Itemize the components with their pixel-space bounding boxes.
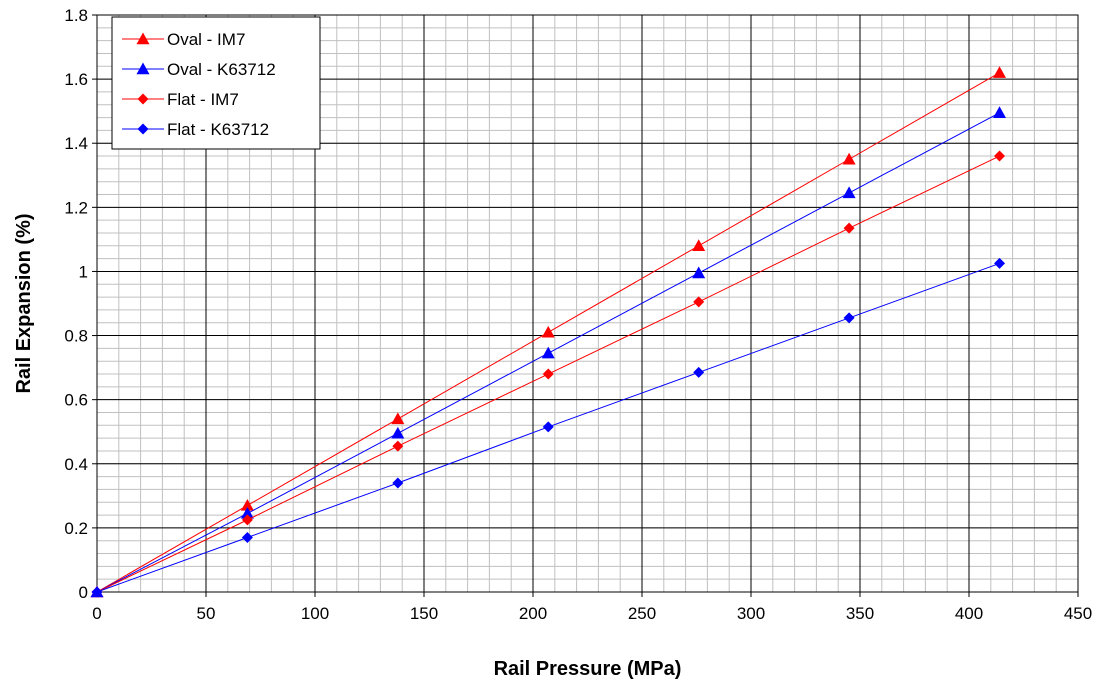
data-point — [542, 421, 554, 433]
legend: Oval - IM7 Oval - K63712 Flat - IM7 Flat - … — [111, 16, 321, 150]
data-point — [842, 152, 856, 165]
data-point — [842, 186, 856, 199]
data-point — [993, 106, 1007, 118]
x-axis-title: Rail Pressure (MPa) — [494, 658, 682, 680]
series-3 — [91, 257, 1006, 598]
legend-item: Oval - K63712 — [122, 60, 276, 79]
y-axis-title: Rail Expansion (%) — [13, 213, 35, 393]
data-point — [843, 312, 855, 324]
legend-marker — [136, 62, 150, 75]
y-tick-label: 0.8 — [64, 327, 88, 346]
data-point — [241, 514, 253, 526]
x-tick-label: 100 — [301, 604, 329, 623]
legend-label: Oval - K63712 — [167, 60, 276, 79]
y-axis-ticks: 0 0.2 0.4 0.6 0.8 1 1.2 1.4 1.6 1.8 — [64, 6, 97, 602]
y-tick-label: 0.4 — [64, 455, 88, 474]
series-1 — [90, 106, 1007, 598]
x-tick-label: 50 — [197, 604, 216, 623]
y-tick-label: 1 — [79, 262, 88, 281]
y-tick-label: 0 — [79, 583, 88, 602]
data-point — [994, 150, 1006, 162]
x-tick-label: 300 — [737, 604, 765, 623]
x-tick-label: 450 — [1064, 604, 1092, 623]
legend-marker — [137, 123, 149, 135]
x-tick-label: 400 — [955, 604, 983, 623]
data-point — [993, 66, 1007, 78]
data-point — [392, 440, 404, 452]
data-point — [91, 586, 103, 598]
x-tick-label: 200 — [519, 604, 547, 623]
legend-label: Flat - K63712 — [167, 120, 269, 139]
legend-item: Flat - K63712 — [122, 120, 269, 139]
data-point — [241, 532, 253, 544]
plot-area-border — [96, 14, 1079, 593]
y-tick-label: 0.6 — [64, 391, 88, 410]
data-point — [541, 325, 555, 338]
legend-label: Flat - IM7 — [167, 90, 239, 109]
x-tick-label: 250 — [628, 604, 656, 623]
data-point — [692, 239, 706, 251]
data-point — [391, 426, 405, 439]
data-point — [843, 222, 855, 234]
legend-marker — [137, 93, 149, 105]
data-point — [391, 412, 405, 425]
data-point — [693, 296, 705, 308]
data-point — [392, 477, 404, 489]
y-tick-label: 0.2 — [64, 519, 88, 538]
data-point — [240, 506, 254, 519]
legend-marker — [136, 32, 150, 45]
x-tick-label: 0 — [92, 604, 101, 623]
series-layer — [90, 66, 1007, 598]
data-point — [994, 257, 1006, 269]
data-point — [692, 266, 706, 279]
y-tick-label: 1.4 — [64, 134, 88, 153]
data-point — [240, 498, 254, 511]
x-tick-label: 350 — [846, 604, 874, 623]
legend-item: Flat - IM7 — [122, 90, 239, 109]
series-0 — [90, 66, 1007, 598]
data-point — [541, 346, 555, 359]
data-point — [693, 366, 705, 378]
x-axis-ticks: 0 50 100 150 200 250 300 350 400 450 — [92, 592, 1092, 623]
y-tick-label: 1.2 — [64, 198, 88, 217]
legend-item: Oval - IM7 — [122, 30, 245, 49]
legend-label: Oval - IM7 — [167, 30, 245, 49]
data-point — [542, 368, 554, 380]
y-tick-label: 1.8 — [64, 6, 88, 25]
y-tick-label: 1.6 — [64, 70, 88, 89]
series-2 — [91, 150, 1006, 598]
x-tick-label: 150 — [410, 604, 438, 623]
